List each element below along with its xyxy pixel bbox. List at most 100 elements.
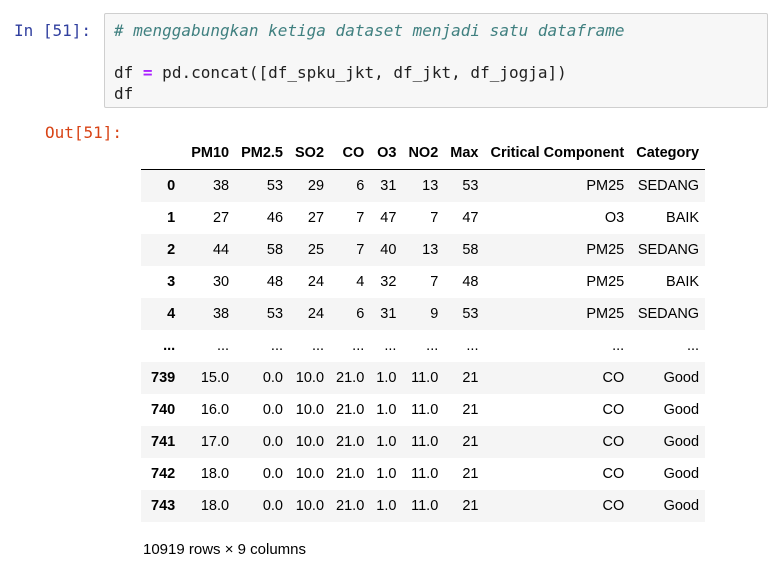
row-index: ...	[163, 338, 176, 354]
row-index: 2	[167, 242, 176, 258]
table-cell: 1.0	[376, 498, 397, 514]
table-cell: 58	[462, 242, 479, 258]
table-cell: 21	[462, 466, 479, 482]
table-cell: ...	[612, 338, 625, 354]
column-header: CO	[342, 144, 365, 161]
table-cell: 24	[307, 306, 325, 322]
table-cell: 10.0	[295, 466, 325, 482]
table-cell: 17.0	[200, 434, 230, 450]
row-index: 742	[151, 466, 176, 482]
table-cell: 31	[380, 306, 397, 322]
table-cell: 21	[462, 434, 479, 450]
table-cell: 47	[462, 210, 479, 226]
table-cell: 11.0	[411, 498, 439, 514]
table-cell: ...	[686, 338, 700, 354]
table-row: 739 15.0 0.0 10.0 21.0 1.0 11.0 21 CO Good	[141, 362, 706, 394]
table-cell: 0.0	[262, 498, 284, 514]
table-cell: 21.0	[336, 466, 365, 482]
table-cell: ...	[270, 338, 284, 354]
header-row: PM10 PM2.5 SO2 CO O3 NO2 Max Critical Component…	[141, 136, 706, 170]
table-cell: 7	[356, 210, 365, 226]
table-row: 2 44 58 25 7 40 13 58 PM25 SEDANG	[141, 234, 706, 266]
table-cell: 1.0	[376, 466, 397, 482]
table-cell: SEDANG	[637, 306, 700, 322]
code-input-cell[interactable]: # menggabungkan ketiga dataset menjadi s…	[104, 13, 768, 108]
code-token: df	[114, 84, 134, 103]
table-cell: 53	[266, 306, 284, 322]
table-cell: 11.0	[411, 466, 439, 482]
table-cell: PM25	[586, 242, 625, 258]
table-cell: 0.0	[262, 370, 284, 386]
code-comment: # menggabungkan ketiga dataset menjadi s…	[114, 21, 625, 40]
table-cell: 48	[266, 274, 284, 290]
column-header: Category	[636, 144, 700, 161]
table-cell: Good	[663, 498, 700, 514]
table-cell: ...	[352, 338, 365, 354]
table-row: ..............................	[141, 330, 705, 362]
table-row: 3 30 48 24 4 32 7 48 PM25 BAIK	[141, 266, 705, 298]
table-cell: 21	[462, 498, 479, 514]
output-prompt: Out[51]:	[45, 123, 123, 142]
row-index: 740	[151, 402, 176, 418]
table-cell: 53	[266, 178, 284, 194]
table-cell: 27	[307, 210, 325, 226]
table-cell: 11.0	[411, 434, 439, 450]
table-shape-text: 10919 rows × 9 columns	[143, 541, 307, 558]
table-cell: PM25	[586, 178, 625, 194]
table-cell: 38	[212, 306, 230, 322]
table-cell: 9	[430, 306, 439, 322]
table-cell: 46	[266, 210, 284, 226]
table-cell: CO	[602, 498, 625, 514]
table-cell: 21.0	[336, 498, 365, 514]
table-cell: 21.0	[336, 434, 365, 450]
table-cell: CO	[602, 466, 625, 482]
row-index: 3	[167, 274, 176, 290]
table-cell: 53	[462, 306, 479, 322]
table-cell: 10.0	[295, 498, 325, 514]
table-cell: 32	[380, 274, 397, 290]
row-index: 4	[167, 306, 176, 322]
table-row: 743 18.0 0.0 10.0 21.0 1.0 11.0 21 CO Good	[141, 490, 706, 522]
table-row: 742 18.0 0.0 10.0 21.0 1.0 11.0 21 CO Good	[141, 458, 705, 490]
table-cell: 58	[266, 242, 284, 258]
table-cell: ...	[311, 338, 325, 354]
table-cell: PM25	[586, 306, 625, 322]
table-cell: 13	[422, 242, 439, 258]
table-cell: 13	[422, 178, 439, 194]
row-index: 0	[167, 178, 176, 194]
column-header: Critical Component	[490, 144, 625, 161]
table-cell: 0.0	[262, 434, 284, 450]
code-token: df	[114, 63, 143, 82]
table-cell: 15.0	[200, 370, 230, 386]
table-cell: SEDANG	[637, 242, 700, 258]
table-cell: O3	[604, 210, 625, 226]
table-cell: 25	[307, 242, 325, 258]
table-cell: BAIK	[666, 210, 700, 226]
table-cell: 21.0	[336, 370, 365, 386]
table-cell: 10.0	[295, 434, 325, 450]
column-header: SO2	[295, 144, 325, 161]
table-cell: 16.0	[200, 402, 230, 418]
table-cell: 21	[462, 402, 479, 418]
table-row: 0 38 53 29 6 31 13 53 PM25 SEDANG	[141, 169, 706, 202]
table-cell: 31	[380, 178, 397, 194]
table-cell: Good	[663, 434, 700, 450]
table-cell: 18.0	[200, 498, 230, 514]
table-cell: 7	[430, 274, 439, 290]
input-prompt: In [51]:	[14, 21, 92, 40]
row-index: 1	[167, 210, 176, 226]
table-cell: 29	[307, 178, 325, 194]
table-row: 4 38 53 24 6 31 9 53 PM25 SEDANG	[141, 298, 706, 330]
column-header: PM2.5	[241, 144, 284, 161]
table-cell: 21	[462, 370, 479, 386]
table-cell: CO	[602, 370, 625, 386]
column-header: NO2	[408, 144, 439, 161]
table-cell: 7	[356, 242, 365, 258]
table-cell: 11.0	[411, 370, 439, 386]
table-cell: BAIK	[666, 274, 700, 290]
table-cell: 53	[462, 178, 479, 194]
code-editor[interactable]: # menggabungkan ketiga dataset menjadi s…	[114, 20, 625, 104]
table-cell: ...	[217, 338, 230, 354]
table-cell: 18.0	[200, 466, 230, 482]
table-cell: 7	[430, 210, 439, 226]
